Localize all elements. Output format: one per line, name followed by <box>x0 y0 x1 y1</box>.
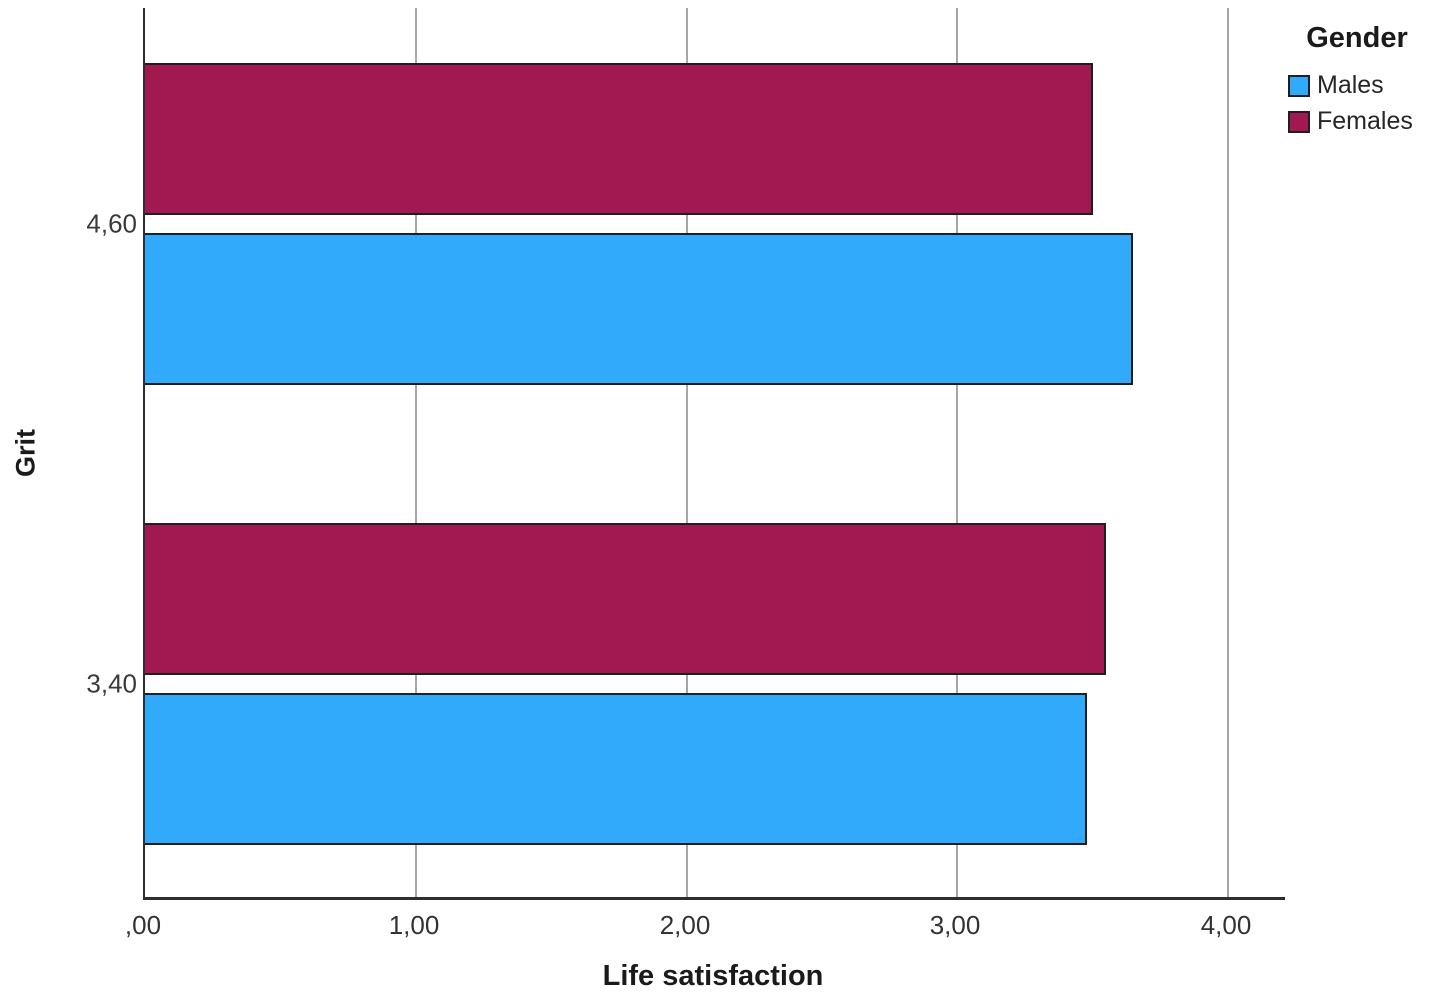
legend-label: Males <box>1317 71 1384 99</box>
bar-females-4,60 <box>145 63 1093 215</box>
y-category-label: 3,40 <box>86 668 137 699</box>
x-tick-label: 3,00 <box>929 910 981 940</box>
y-category-label: 4,60 <box>86 208 137 239</box>
x-tick-label: 1,00 <box>388 910 440 940</box>
gridline-x-1 <box>415 8 417 897</box>
gridline-x-4 <box>1227 8 1229 897</box>
x-axis-title: Life satisfaction <box>602 960 824 992</box>
bar-males-3,40 <box>145 693 1087 845</box>
plot-area <box>143 8 1285 900</box>
legend-swatch-males <box>1288 74 1310 97</box>
legend: Gender Males Females <box>1288 22 1426 143</box>
x-tick-label: ,00 <box>124 910 162 940</box>
y-axis-title: Grit <box>10 428 41 478</box>
legend-items: Males Females <box>1288 71 1426 136</box>
legend-item-males: Males <box>1288 71 1426 100</box>
gridline-x-2 <box>686 8 688 897</box>
legend-item-females: Females <box>1288 107 1426 136</box>
legend-title: Gender <box>1306 22 1408 54</box>
x-tick-label: 2,00 <box>659 910 711 940</box>
bar-females-3,40 <box>145 523 1106 675</box>
legend-label: Females <box>1317 107 1413 135</box>
legend-swatch-females <box>1288 110 1310 133</box>
bar-males-4,60 <box>145 233 1133 385</box>
gridline-x-3 <box>956 8 958 897</box>
x-tick-label: 4,00 <box>1200 910 1252 940</box>
